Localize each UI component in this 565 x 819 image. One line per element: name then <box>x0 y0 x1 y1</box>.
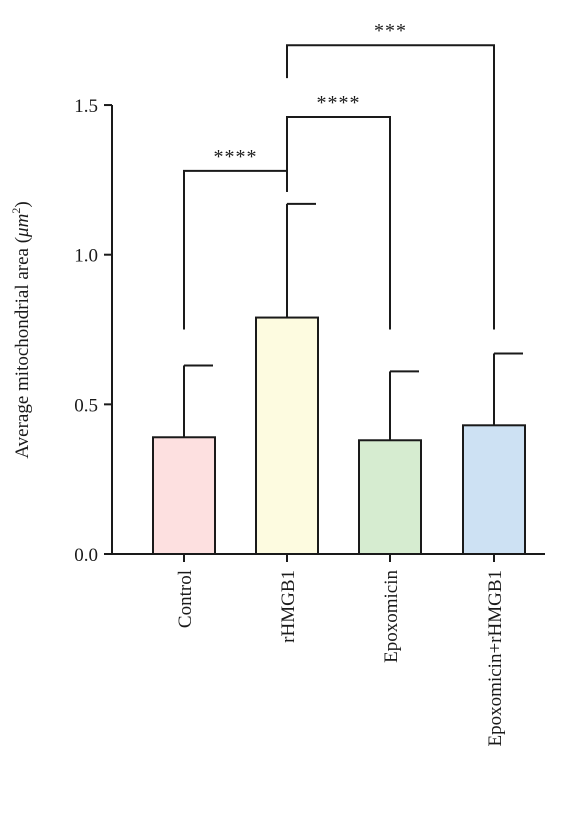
y-axis: 0.0 0.5 1.0 1.5 <box>74 96 113 566</box>
x-axis: Control rHMGB1 Epoxomicin Epoxomicin+rHMGB1 <box>112 553 545 746</box>
bars <box>152 316 526 556</box>
bar-epoxomicin-rhmgb1 <box>462 424 526 555</box>
bar-rhmgb1 <box>255 316 319 556</box>
x-category-label: Epoxomicin+rHMGB1 <box>485 570 506 746</box>
bar-control <box>152 436 216 556</box>
x-category-label: rHMGB1 <box>278 570 299 643</box>
significance-bracket <box>286 116 391 330</box>
significance-label: **** <box>214 146 258 168</box>
significance-brackets: *********** <box>183 20 495 330</box>
y-tick-label: 0.0 <box>74 545 98 566</box>
y-axis-title-main: Average mitochondrial area ( <box>12 237 33 459</box>
significance-bracket <box>183 169 288 330</box>
y-tick-label: 1.5 <box>74 96 98 117</box>
significance-label: *** <box>374 20 407 42</box>
y-axis-title-close: ) <box>12 201 33 207</box>
y-axis-title: Average mitochondrial area (μm2) <box>9 201 33 458</box>
x-category-label: Epoxomicin <box>381 570 402 663</box>
significance-label: **** <box>317 92 361 114</box>
significance-bracket <box>286 44 495 330</box>
x-category-label: Control <box>175 570 196 628</box>
y-tick-label: 0.5 <box>74 395 98 416</box>
y-axis-title-unit: μm <box>12 214 33 238</box>
error-bars <box>183 202 523 441</box>
y-axis-title-exponent: 2 <box>9 208 23 214</box>
bar-epoxomicin <box>358 439 422 555</box>
y-tick-label: 1.0 <box>74 246 98 267</box>
